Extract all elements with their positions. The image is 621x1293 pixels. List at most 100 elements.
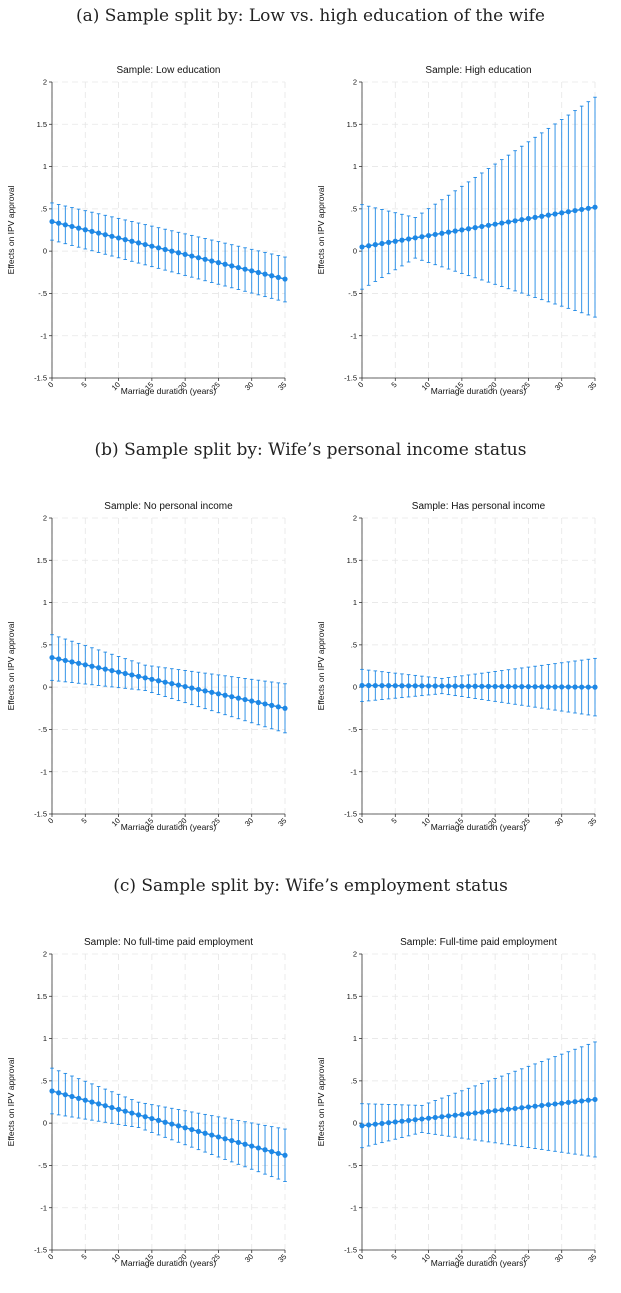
estimate-point xyxy=(452,683,458,689)
estimate-point xyxy=(539,1102,545,1109)
estimate-point xyxy=(129,672,135,678)
panel-high-education: -1.5 -1 -.5 0.5 1 1.5 2 0 5 10 15 20 25 30 35 Sample: H… xyxy=(312,62,617,397)
estimate-point xyxy=(519,1105,525,1111)
estimate-point xyxy=(122,237,128,243)
estimate-point xyxy=(412,235,418,241)
estimate-point xyxy=(62,1092,68,1098)
y-tick-label: -1.5 xyxy=(344,1246,357,1255)
y-tick-label: 1.5 xyxy=(37,992,47,1001)
x-tick-label: 5 xyxy=(389,380,398,389)
estimate-point xyxy=(162,246,168,253)
y-tick-label: 0 xyxy=(353,1119,357,1128)
estimate-point xyxy=(505,1106,512,1112)
y-tick-label: 2 xyxy=(43,514,47,523)
x-tick-label: 35 xyxy=(276,1252,288,1264)
y-tick-label: -.5 xyxy=(38,725,47,734)
estimate-point xyxy=(525,684,532,690)
y-tick-label: 2 xyxy=(353,950,357,959)
estimate-point xyxy=(479,223,485,230)
estimate-point xyxy=(76,660,82,666)
panel-no-fulltime-employment: -1.5 -1 -.5 0.5 1 1.5 2 0 5 10 15 20 25 30 35 Sample: N… xyxy=(2,934,307,1269)
y-tick-label: 1 xyxy=(43,1034,47,1043)
estimate-point xyxy=(129,238,135,244)
estimate-point xyxy=(565,684,571,690)
estimate-point xyxy=(222,692,228,698)
estimate-point xyxy=(512,683,518,690)
estimate-point xyxy=(169,1121,175,1127)
estimate-point xyxy=(275,704,281,710)
estimate-point xyxy=(135,673,142,679)
estimate-point xyxy=(439,230,445,236)
estimate-point xyxy=(439,1114,445,1120)
estimate-point xyxy=(215,1134,222,1140)
y-axis-label: Effects on IPV approval xyxy=(316,1058,326,1147)
estimate-point xyxy=(519,684,525,690)
estimate-point xyxy=(202,1130,208,1136)
y-axis-label: Effects on IPV approval xyxy=(6,1058,16,1147)
estimate-point xyxy=(565,209,571,215)
estimate-point xyxy=(519,217,525,223)
estimate-point xyxy=(269,273,275,279)
estimate-point xyxy=(269,702,275,708)
estimate-point xyxy=(82,1097,88,1103)
y-tick-label: 0 xyxy=(353,683,357,692)
estimate-point xyxy=(122,670,128,677)
x-axis-label: Marriage duration (years) xyxy=(121,1258,217,1268)
estimate-point xyxy=(209,689,215,695)
estimate-point xyxy=(175,250,182,256)
estimate-point xyxy=(359,244,365,250)
estimate-point xyxy=(425,683,432,689)
estimate-point xyxy=(62,657,68,664)
estimate-point xyxy=(76,225,82,231)
estimate-point xyxy=(585,684,591,690)
estimate-point xyxy=(215,691,222,697)
estimate-point xyxy=(102,232,108,238)
y-tick-label: -.5 xyxy=(38,289,47,298)
estimate-point xyxy=(379,1120,385,1127)
y-tick-label: -.5 xyxy=(348,289,357,298)
estimate-point xyxy=(249,268,255,274)
panel-fulltime-employment: -1.5 -1 -.5 0.5 1 1.5 2 0 5 10 15 20 25 30 35 Sample: F… xyxy=(312,934,617,1269)
estimate-point xyxy=(282,1152,288,1158)
panel-title: Sample: No full-time paid employment xyxy=(84,937,253,948)
estimate-point xyxy=(182,251,188,258)
y-tick-label: -.5 xyxy=(348,725,357,734)
estimate-point xyxy=(379,240,385,247)
estimate-point xyxy=(412,1117,418,1123)
x-axis-label: Marriage duration (years) xyxy=(431,822,527,832)
y-tick-label: 1 xyxy=(43,162,47,171)
panel-title: Sample: Has personal income xyxy=(412,501,546,512)
y-tick-label: 2 xyxy=(43,950,47,959)
estimate-point xyxy=(202,256,208,262)
estimate-point xyxy=(386,239,392,245)
estimate-point xyxy=(195,686,202,693)
x-axis-label: Marriage duration (years) xyxy=(431,386,527,396)
estimate-point xyxy=(149,676,155,682)
estimate-point xyxy=(235,695,241,701)
y-tick-label: 0 xyxy=(43,683,47,692)
y-tick-label: -1 xyxy=(40,767,47,776)
y-axis-label: Effects on IPV approval xyxy=(6,186,16,275)
estimate-point xyxy=(465,226,472,232)
estimate-point xyxy=(89,663,95,669)
estimate-point xyxy=(386,1120,392,1126)
estimate-point xyxy=(109,667,115,674)
y-axis-label: Effects on IPV approval xyxy=(6,622,16,711)
estimate-point xyxy=(182,1125,188,1131)
y-tick-label: -1.5 xyxy=(344,374,357,383)
caption-b: (b) Sample split by: Wife’s personal inc… xyxy=(94,440,527,460)
estimate-point xyxy=(425,232,432,239)
estimate-point xyxy=(579,1098,585,1104)
panel-title: Sample: Full-time paid employment xyxy=(400,937,557,948)
estimate-point xyxy=(485,683,492,689)
estimate-point xyxy=(262,701,268,707)
estimate-point xyxy=(425,1115,432,1121)
estimate-point xyxy=(419,234,425,240)
estimate-point xyxy=(222,261,228,267)
estimate-point xyxy=(472,225,478,231)
estimate-point xyxy=(275,274,281,281)
estimate-point xyxy=(552,211,558,217)
estimate-point xyxy=(82,227,88,233)
x-tick-label: 30 xyxy=(553,1252,565,1264)
x-tick-label: 0 xyxy=(356,816,365,825)
